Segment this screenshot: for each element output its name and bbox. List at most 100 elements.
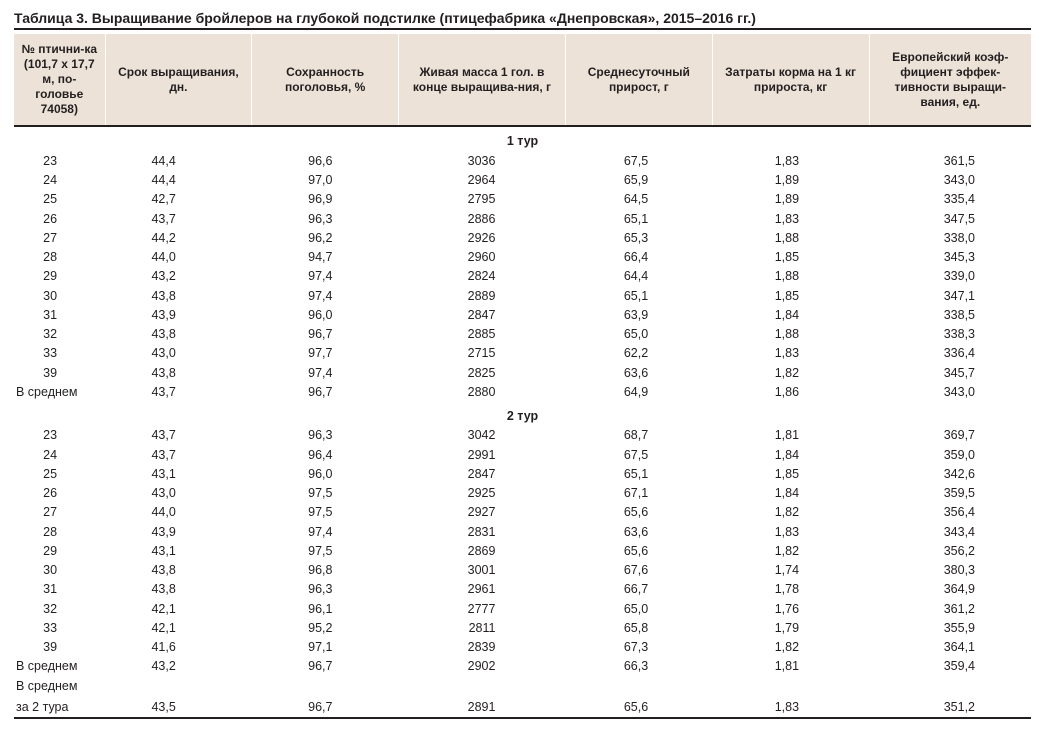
cell: 41,6: [105, 638, 252, 657]
cell: 356,2: [869, 541, 1031, 560]
cell: 2847: [399, 305, 566, 324]
cell: 43,7: [105, 426, 252, 445]
cell: [869, 676, 1031, 695]
cell: 43,0: [105, 344, 252, 363]
table-row: 3243,896,7288565,01,88338,3: [14, 325, 1031, 344]
table-row: 3143,896,3296166,71,78364,9: [14, 580, 1031, 599]
cell: 65,6: [565, 541, 712, 560]
cell: 1,82: [712, 541, 869, 560]
col-head-2: Сохранность поголовья, %: [252, 34, 399, 126]
cell: 23: [14, 151, 105, 170]
cell: 97,4: [252, 286, 399, 305]
cell: 96,6: [252, 151, 399, 170]
table-header: № птични-ка (101,7 х 17,7 м, по-головье …: [14, 34, 1031, 126]
cell: 43,5: [105, 695, 252, 718]
cell: 25: [14, 464, 105, 483]
cell: 65,6: [565, 503, 712, 522]
cell: 39: [14, 638, 105, 657]
cell: 1,82: [712, 638, 869, 657]
cell: 343,0: [869, 171, 1031, 190]
cell: 96,2: [252, 228, 399, 247]
cell: 1,83: [712, 695, 869, 718]
cell: [565, 676, 712, 695]
cell: 62,2: [565, 344, 712, 363]
cell: 2824: [399, 267, 566, 286]
cell: 2927: [399, 503, 566, 522]
table-row: 2543,196,0284765,11,85342,6: [14, 464, 1031, 483]
cell: 359,4: [869, 657, 1031, 676]
table-body: 1 тур2344,496,6303667,51,83361,52444,497…: [14, 126, 1031, 718]
cell: 63,9: [565, 305, 712, 324]
cell: 1,88: [712, 228, 869, 247]
table-row: 2444,497,0296465,91,89343,0: [14, 171, 1031, 190]
cell: 359,0: [869, 445, 1031, 464]
cell: 1,82: [712, 503, 869, 522]
cell: 2889: [399, 286, 566, 305]
cell: 1,84: [712, 305, 869, 324]
cell: 44,0: [105, 248, 252, 267]
cell: 44,0: [105, 503, 252, 522]
cell: 44,2: [105, 228, 252, 247]
cell: 68,7: [565, 426, 712, 445]
cell: 43,8: [105, 363, 252, 382]
cell: 64,9: [565, 382, 712, 401]
cell: 65,1: [565, 464, 712, 483]
cell: 96,9: [252, 190, 399, 209]
cell: 96,3: [252, 580, 399, 599]
section-label: 2 тур: [14, 402, 1031, 426]
cell: 338,3: [869, 325, 1031, 344]
cell: 2960: [399, 248, 566, 267]
cell: 2991: [399, 445, 566, 464]
cell: 66,7: [565, 580, 712, 599]
table-row: 2542,796,9279564,51,89335,4: [14, 190, 1031, 209]
cell: В среднем: [14, 382, 105, 401]
table-row: 2343,796,3304268,71,81369,7: [14, 426, 1031, 445]
cell: 94,7: [252, 248, 399, 267]
cell: 338,5: [869, 305, 1031, 324]
cell: 2926: [399, 228, 566, 247]
broiler-table: № птични-ка (101,7 х 17,7 м, по-головье …: [14, 34, 1031, 719]
cell: 97,0: [252, 171, 399, 190]
cell: 32: [14, 325, 105, 344]
table-row: 2844,094,7296066,41,85345,3: [14, 248, 1031, 267]
cell: 2777: [399, 599, 566, 618]
cell: 1,85: [712, 286, 869, 305]
cell: 30: [14, 561, 105, 580]
cell: 65,3: [565, 228, 712, 247]
col-head-0: № птични-ка (101,7 х 17,7 м, по-головье …: [14, 34, 105, 126]
cell: 64,5: [565, 190, 712, 209]
table-row: 2744,097,5292765,61,82356,4: [14, 503, 1031, 522]
cell: 2847: [399, 464, 566, 483]
cell: [399, 676, 566, 695]
cell: 97,4: [252, 522, 399, 541]
cell: 29: [14, 541, 105, 560]
cell: 67,3: [565, 638, 712, 657]
table-row: 3941,697,1283967,31,82364,1: [14, 638, 1031, 657]
cell: 1,82: [712, 363, 869, 382]
cell: 2869: [399, 541, 566, 560]
cell: 67,5: [565, 151, 712, 170]
cell: 369,7: [869, 426, 1031, 445]
cell: 1,89: [712, 171, 869, 190]
cell: за 2 тура: [14, 695, 105, 718]
cell: 43,9: [105, 522, 252, 541]
cell: 96,7: [252, 657, 399, 676]
cell: 67,5: [565, 445, 712, 464]
cell: 97,5: [252, 541, 399, 560]
cell: 43,8: [105, 561, 252, 580]
cell: 43,1: [105, 464, 252, 483]
grand-summary-row-1: В среднем: [14, 676, 1031, 695]
cell: 44,4: [105, 171, 252, 190]
cell: 1,76: [712, 599, 869, 618]
cell: 3036: [399, 151, 566, 170]
cell: 351,2: [869, 695, 1031, 718]
table-row: 2643,796,3288665,11,83347,5: [14, 209, 1031, 228]
cell: 33: [14, 344, 105, 363]
cell: 361,2: [869, 599, 1031, 618]
cell: 29: [14, 267, 105, 286]
cell: 43,7: [105, 445, 252, 464]
cell: 1,84: [712, 445, 869, 464]
cell: 97,1: [252, 638, 399, 657]
cell: 64,4: [565, 267, 712, 286]
cell: 1,81: [712, 426, 869, 445]
